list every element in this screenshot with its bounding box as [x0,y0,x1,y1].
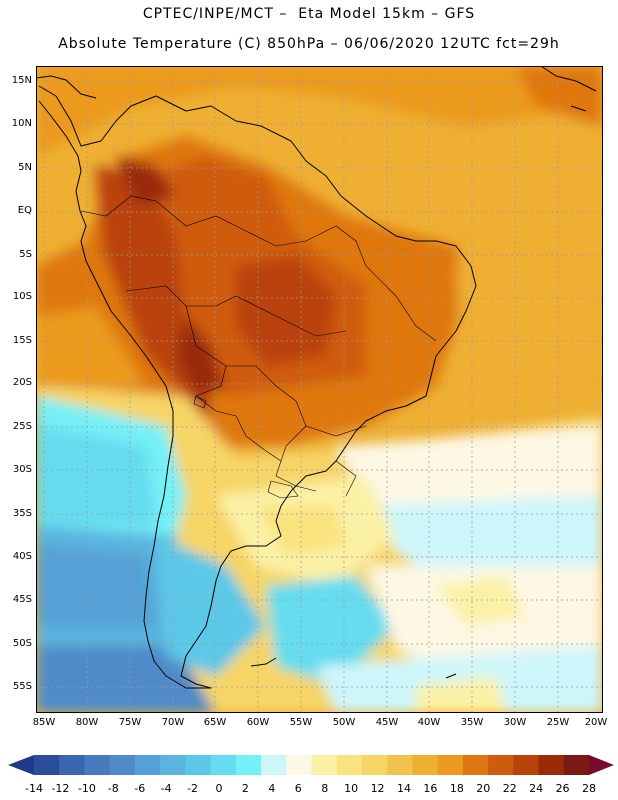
lat-label: 55S [12,681,32,692]
lat-label: 25S [12,421,32,432]
legend-label: 4 [268,782,276,795]
lon-label: 50W [332,717,356,728]
lon-label: 85W [32,717,56,728]
legend-cell [462,755,489,775]
legend-label: 10 [344,782,359,795]
legend-label: 8 [321,782,329,795]
map-border [36,66,603,713]
legend-label: 18 [449,782,464,795]
lon-label: 40W [417,717,441,728]
legend-cell [488,755,514,775]
lat-label: 15N [11,75,32,86]
legend-label: 2 [241,782,249,795]
lat-label: 35S [12,508,32,519]
lon-label: 80W [75,717,99,728]
lon-label: 70W [161,717,185,728]
lon-label: 75W [118,717,142,728]
legend-cell [412,755,439,775]
lat-label: 5S [19,249,32,260]
legend-cell [538,755,565,775]
lat-label: 50S [12,638,32,649]
lat-label: 10S [12,291,32,302]
legend-label: 0 [215,782,223,795]
lat-label: 45S [12,594,32,605]
legend-cell [361,755,388,775]
legend-label: -14 [25,782,43,795]
legend-cell [513,755,540,775]
legend-cell [261,755,287,775]
legend-underflow-arrow [8,755,34,775]
legend-cell [387,755,413,775]
legend-cell [160,755,186,775]
legend-label: -12 [51,782,70,795]
legend-label: -8 [107,782,119,795]
coastline [36,66,597,689]
legend-label: -2 [187,782,199,795]
legend-label: -6 [134,782,146,795]
lon-label: 60W [246,717,270,728]
legend-label: 20 [476,782,491,795]
map-canvas [36,66,603,713]
legend-cell [336,755,363,775]
legend-label: 24 [529,782,544,795]
legend-cell [563,755,590,775]
lon-label: 25W [546,717,570,728]
legend-cell [59,755,85,775]
lat-label: 15S [12,335,32,346]
legend-label: 14 [397,782,411,795]
legend-label: 22 [502,782,517,795]
legend-cell [34,755,60,775]
lat-label: 40S [12,551,32,562]
lon-label: 55W [289,717,313,728]
legend-label: -4 [160,782,172,795]
map-title-line1: CPTEC/INPE/MCT – Eta Model 15km – GFS [142,6,476,22]
lat-label: EQ [17,205,32,216]
legend-label: 16 [423,782,438,795]
lon-label: 35W [460,717,484,728]
rio-de-la-plata [267,480,299,499]
legend-cell [84,755,111,775]
map-title-line2: Absolute Temperature (C) 850hPa – 06/06/… [58,36,560,52]
legend-label: 6 [294,782,302,795]
lon-label: 20W [584,717,608,728]
legend-cell [134,755,161,775]
legend-cell [235,755,262,775]
legend-cell [286,755,312,775]
legend-cells [34,755,590,775]
temperature-field [36,66,603,713]
legend-label: 28 [582,782,596,795]
legend-label: 12 [370,782,385,795]
lat-label: 20S [12,377,32,388]
temperature-map [36,66,603,713]
lake-titicaca [193,395,207,409]
legend-cell [185,755,212,775]
lon-label: 30W [503,717,527,728]
legend-cell [311,755,338,775]
lat-label: 30S [12,464,32,475]
lat-label: 10N [11,118,32,129]
legend-label: 26 [555,782,570,795]
lon-label: 45W [375,717,399,728]
legend-cell [210,755,237,775]
legend-cell [109,755,136,775]
lon-label: 65W [203,717,227,728]
legend-cell [437,755,464,775]
lat-label: 5N [18,162,32,173]
country-borders [80,195,437,497]
legend-label: -10 [77,782,96,795]
legend-overflow-arrow [589,755,614,775]
color-legend [8,755,614,775]
